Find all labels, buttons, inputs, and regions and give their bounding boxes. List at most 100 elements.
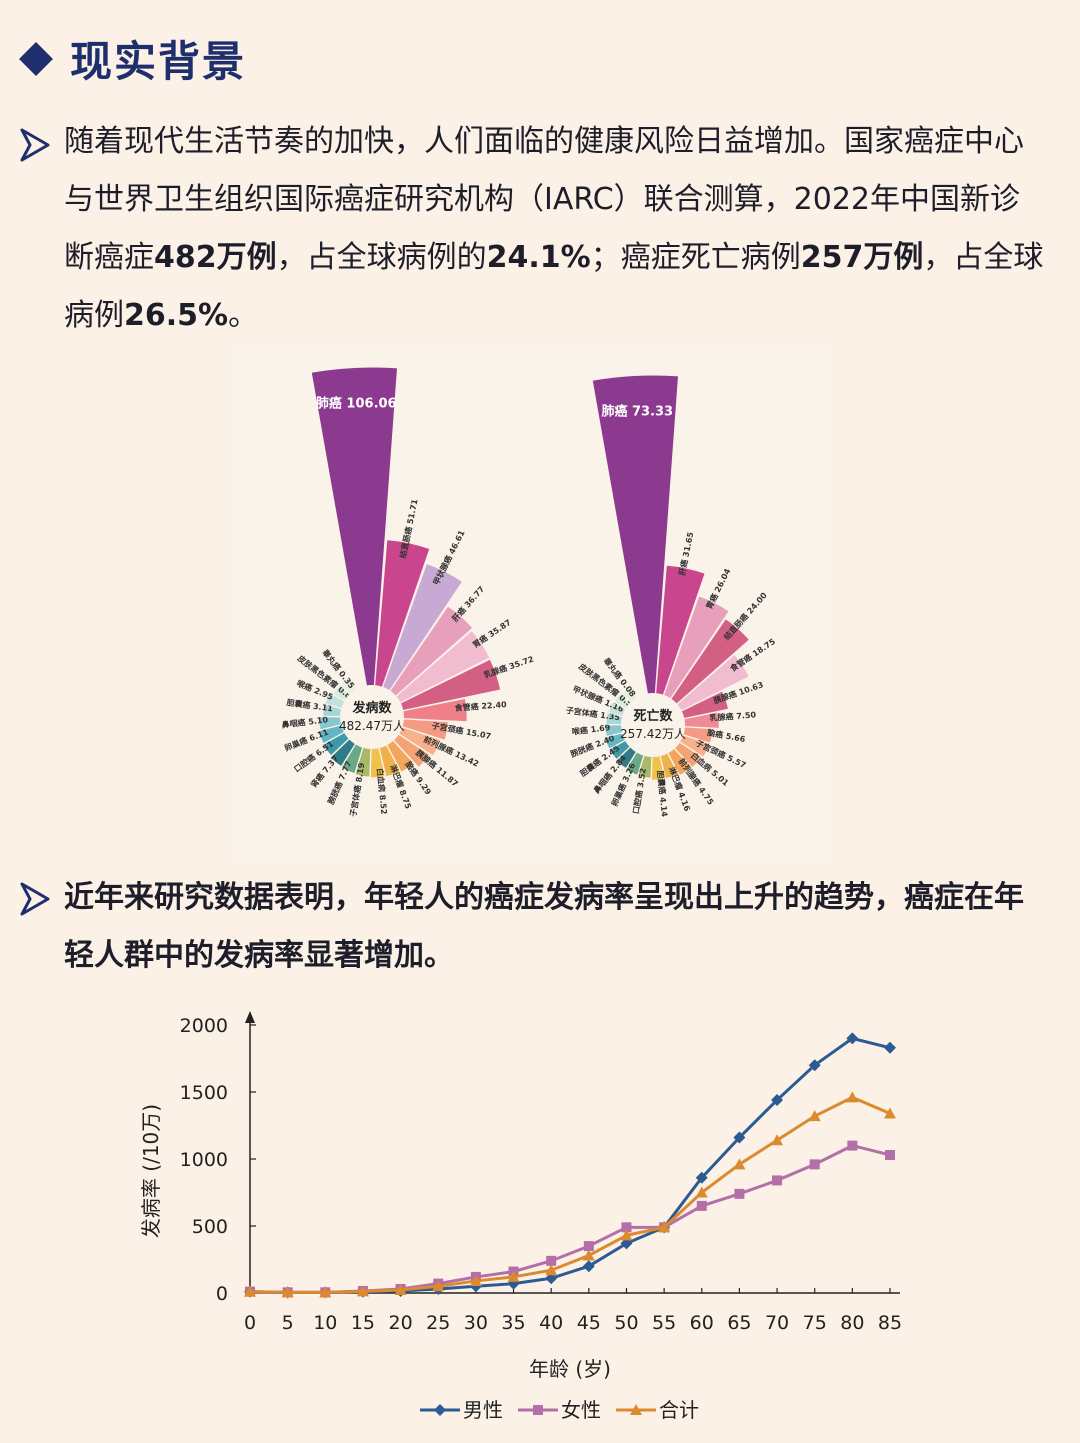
y-tick-label: 0 <box>216 1283 228 1305</box>
x-axis-label: 年龄 (岁) <box>529 1357 611 1381</box>
data-point <box>733 1131 746 1144</box>
data-point <box>658 1221 671 1233</box>
data-point <box>696 1200 707 1211</box>
data-point <box>394 1284 407 1296</box>
data-point <box>582 1260 595 1273</box>
data-point <box>546 1255 557 1266</box>
rose-slice-label: 肺癌 73.33 <box>601 403 673 419</box>
y-tick-label: 2000 <box>180 1015 228 1037</box>
rose-center-label: 死亡数 <box>633 708 673 724</box>
arrow-bullet-icon <box>20 128 50 162</box>
x-tick-label: 50 <box>614 1312 638 1334</box>
rose-center-hole <box>621 693 685 757</box>
rose-slice-label: 白血病 8.52 <box>375 768 389 815</box>
rose-charts-panel: 肺癌 106.06 结直肠癌 51.71 甲状腺癌 46.61 肝癌 36.77 胃癌 … <box>230 345 830 860</box>
x-tick-label: 70 <box>765 1312 789 1334</box>
data-point <box>620 1229 633 1241</box>
rose-slice-label: 喉癌 1.69 <box>571 722 611 737</box>
data-point <box>733 1158 746 1170</box>
data-point <box>771 1094 784 1107</box>
series-line <box>249 1095 891 1294</box>
rose-center-label: 发病数 <box>351 700 392 716</box>
legend-marker <box>533 1405 543 1415</box>
x-tick-label: 60 <box>690 1312 714 1334</box>
series-男性 <box>244 1032 896 1299</box>
x-tick-label: 80 <box>840 1312 864 1334</box>
data-point <box>583 1241 594 1252</box>
x-tick-label: 75 <box>803 1312 827 1334</box>
x-tick-label: 10 <box>313 1312 337 1334</box>
data-point <box>319 1286 332 1298</box>
data-point <box>432 1280 445 1292</box>
data-point <box>809 1159 820 1170</box>
x-tick-label: 45 <box>577 1312 601 1334</box>
legend-label: 合计 <box>659 1398 699 1422</box>
series-女性 <box>245 1140 895 1298</box>
paragraph-trend: 近年来研究数据表明，年轻人的癌症发病率呈现出上升的趋势，癌症在年轻人群中的发病率… <box>64 880 1024 973</box>
chart-legend: 男性 女性 合计 <box>420 1398 699 1422</box>
data-point <box>545 1272 558 1285</box>
data-point <box>469 1274 482 1286</box>
x-tick-label: 40 <box>539 1312 563 1334</box>
x-tick-label: 55 <box>652 1312 676 1334</box>
y-tick-label: 500 <box>192 1216 228 1238</box>
x-tick-label: 15 <box>351 1312 375 1334</box>
rose-slice-label: 乳腺癌 7.50 <box>709 709 757 722</box>
data-point <box>884 1107 896 1119</box>
section-title: 现实背景 <box>70 37 247 86</box>
legend-label: 男性 <box>463 1398 503 1422</box>
data-point <box>545 1264 558 1276</box>
paragraph-background: 随着现代生活节奏的加快，人们面临的健康风险日益增加。国家癌症中心与世界卫生组织国… <box>64 124 1044 333</box>
data-point <box>846 1091 859 1103</box>
rose-center-value: 482.47万人 <box>339 719 405 733</box>
section-heading: 现实背景 <box>18 28 246 89</box>
y-axis-arrow-icon <box>245 1011 255 1023</box>
line-chart-svg: 0 500 1000 1500 2000 0 5 10 15 20 25 30 35 40 45 50 55 60… <box>139 1011 902 1422</box>
x-tick-label: 25 <box>426 1312 450 1334</box>
data-point <box>771 1134 784 1146</box>
data-point <box>507 1270 520 1282</box>
x-tick-label: 5 <box>282 1312 294 1334</box>
rose-slice-label: 肺癌 106.06 <box>316 395 397 411</box>
series-合计 <box>244 1091 896 1298</box>
x-tick-label: 85 <box>878 1312 902 1334</box>
rose-slice-label: 胆囊癌 4.14 <box>655 770 669 818</box>
data-point <box>356 1285 369 1297</box>
rose-slice-label: 结直肠癌 24.00 <box>722 590 770 642</box>
data-point <box>695 1171 708 1184</box>
data-point <box>884 1041 896 1054</box>
x-tick-label: 35 <box>501 1312 525 1334</box>
data-point <box>808 1110 821 1122</box>
series-line <box>249 1144 891 1294</box>
legend-marker <box>630 1404 642 1415</box>
x-tick-label: 20 <box>388 1312 412 1334</box>
rose-slice-label: 胃癌 35.87 <box>471 617 513 650</box>
y-tick-label: 1000 <box>180 1149 228 1171</box>
data-point <box>846 1032 859 1045</box>
legend-label: 女性 <box>561 1398 601 1422</box>
data-point <box>621 1222 632 1233</box>
incidence-line-chart: 0 500 1000 1500 2000 0 5 10 15 20 25 30 35 40 45 50 55 60… <box>120 995 920 1435</box>
data-point <box>885 1149 895 1160</box>
data-point <box>620 1237 633 1250</box>
arrow-bullet-icon <box>20 882 50 916</box>
data-point <box>244 1285 256 1297</box>
data-point <box>281 1286 294 1298</box>
y-tick-label: 1500 <box>180 1082 228 1104</box>
data-point <box>808 1059 821 1072</box>
data-point <box>734 1188 745 1199</box>
data-point <box>772 1175 783 1186</box>
x-tick-label: 30 <box>464 1312 488 1334</box>
data-point <box>582 1249 595 1261</box>
rose-slice-label: 食管癌 22.40 <box>454 699 507 713</box>
x-tick-label: 0 <box>244 1312 256 1334</box>
rose-center-value: 257.42万人 <box>620 727 686 741</box>
data-point <box>695 1186 708 1198</box>
legend-marker <box>434 1404 446 1416</box>
y-axis-label: 发病率 (/10万) <box>139 1104 163 1238</box>
rose-center-hole <box>340 685 404 749</box>
rose-slice-label: 脑癌 5.66 <box>706 727 747 744</box>
